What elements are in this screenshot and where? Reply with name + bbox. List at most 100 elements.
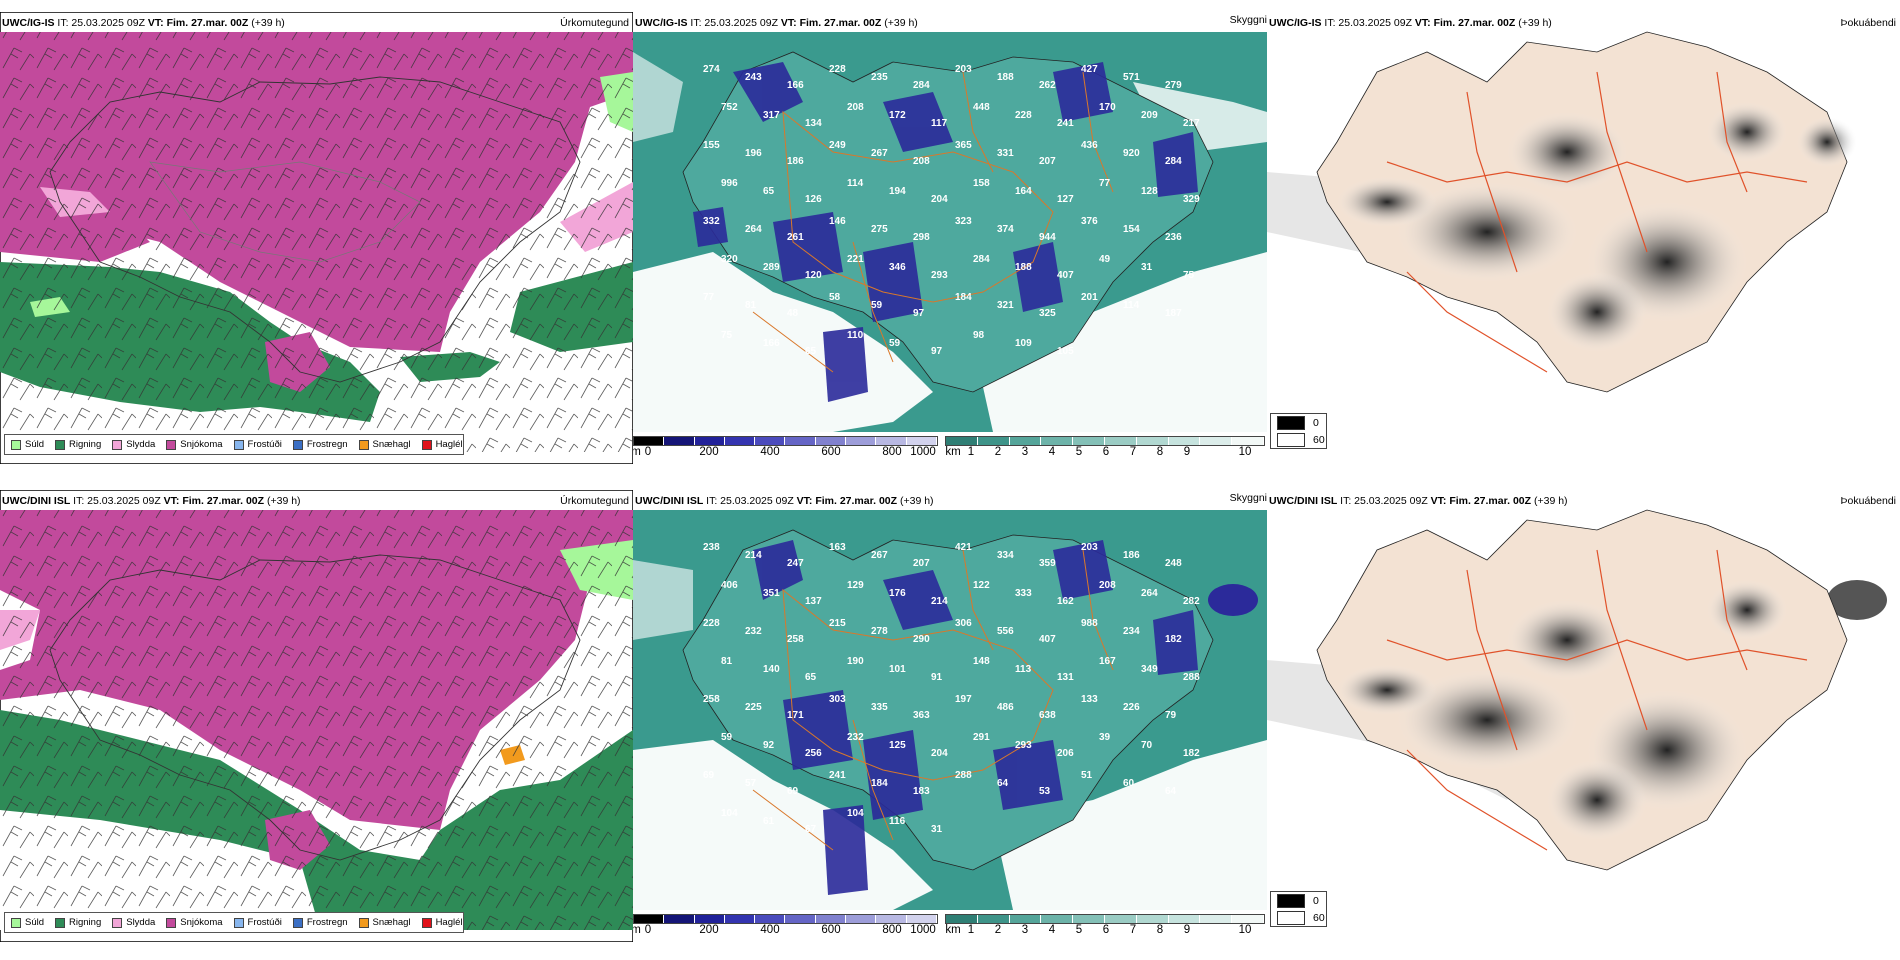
cloud-base-value: 247 <box>787 558 804 569</box>
legend-label: Frostregn <box>306 439 348 450</box>
cloud-base-value: 176 <box>889 588 906 599</box>
row-dini: UWC/DINI ISL IT: 25.03.2025 09Z VT: Fim.… <box>0 490 1900 960</box>
cloud-base-value: 97 <box>931 346 943 357</box>
fog-panel: UWC/IG-IS IT: 25.03.2025 09Z VT: Fim. 27… <box>1267 12 1900 464</box>
panel-right-title: Skyggni <box>1229 14 1267 26</box>
cloud-base-value: 61 <box>763 816 775 827</box>
cloud-base-value: 154 <box>1123 224 1140 235</box>
cloud-base-value: 291 <box>973 732 990 743</box>
cloud-base-value: 31 <box>1141 262 1153 273</box>
cloud-base-value: 69 <box>703 770 715 781</box>
cloud-base-value: 267 <box>871 550 888 561</box>
scale-cell <box>1104 437 1137 445</box>
cloud-base-value: 77 <box>703 292 715 303</box>
precip-legend: Súld Rigning Slydda Snjókoma Frostúði Frostre… <box>4 912 464 933</box>
cloud-base-value: 284 <box>1165 156 1182 167</box>
cloud-base-value: 293 <box>931 270 948 281</box>
scale-cell <box>634 915 665 923</box>
legend-label: Rigning <box>69 917 102 928</box>
cloud-base-value: 436 <box>1081 140 1098 151</box>
cloud-base-value: 204 <box>931 748 948 759</box>
scale-cell <box>1136 437 1169 445</box>
cloud-base-value: 77 <box>1099 178 1111 189</box>
scale-cell <box>664 437 695 445</box>
cloud-base-value: 167 <box>1099 656 1116 667</box>
legend-swatch <box>55 917 66 928</box>
cloud-base-value: 331 <box>997 148 1014 159</box>
scale-cell <box>1168 437 1201 445</box>
cloud-base-value: 70 <box>1141 740 1153 751</box>
cloud-base-value: 258 <box>703 694 720 705</box>
cloud-base-value: 59 <box>871 300 883 311</box>
cloud-base-value: 556 <box>997 626 1014 637</box>
cloud-base-value: 365 <box>955 140 972 151</box>
cloud-base-value: 59 <box>889 338 901 349</box>
cloud-base-value: 79 <box>1165 710 1177 721</box>
cloud-base-value: 264 <box>745 224 762 235</box>
cloud-base-value: 241 <box>1057 118 1074 129</box>
legend-item: Rigning <box>55 917 101 928</box>
cloud-base-value: 374 <box>997 224 1014 235</box>
scale-cell <box>1232 915 1264 923</box>
legend-swatch <box>233 439 244 450</box>
scale-cell <box>1200 437 1233 445</box>
legend-label: Haglél <box>435 439 463 450</box>
legend-label: Rigning <box>69 439 102 450</box>
cloud-base-value: 164 <box>1015 186 1032 197</box>
cloud-base-value: 127 <box>1057 194 1074 205</box>
visibility-map: 238 214 247 163 267 207 421 334 359 203 186 248 406 3… <box>633 510 1267 910</box>
cloud-base-value: 57 <box>745 778 757 789</box>
cloud-base-value: 155 <box>703 140 720 151</box>
cloud-base-value: 120 <box>805 270 822 281</box>
cloud-base-value: 248 <box>1165 558 1182 569</box>
cloud-base-value: 182 <box>1183 748 1200 759</box>
legend-swatch <box>292 439 303 450</box>
cloud-base-value: 329 <box>1183 194 1200 205</box>
cloud-base-value: 197 <box>955 694 972 705</box>
cloud-base-value: 232 <box>847 732 864 743</box>
scale-cell <box>977 915 1010 923</box>
scale-cell <box>846 915 877 923</box>
legend-label: Frostúði <box>247 439 282 450</box>
cloud-base-value: 207 <box>1039 156 1056 167</box>
legend-item: Frostregn <box>292 917 348 928</box>
legend-swatch <box>233 917 244 928</box>
cloud-base-value: 113 <box>1015 664 1032 675</box>
cloud-base-value: 264 <box>1141 588 1158 599</box>
cloud-base-value: 241 <box>829 770 846 781</box>
scale-cell <box>634 437 665 445</box>
cloud-base-value: 228 <box>1015 110 1032 121</box>
legend-label: Frostúði <box>247 917 282 928</box>
visibility-panel: 274 243 166 228 235 284 203 188 262 427 571 279 752 3… <box>633 12 1267 464</box>
row-igis: UWC/IG-IS IT: 25.03.2025 09Z VT: Fim. 27… <box>0 12 1900 482</box>
cloud-base-value: 288 <box>955 770 972 781</box>
cloud-base-value: 226 <box>1123 702 1140 713</box>
cloud-base-value: 122 <box>973 580 990 591</box>
legend-swatch <box>11 439 21 450</box>
cloud-base-value: 75 <box>1183 270 1195 281</box>
cloud-base-value: 275 <box>871 224 888 235</box>
cloud-base-value: 39 <box>1099 732 1111 743</box>
legend-label: Snjókoma <box>180 917 223 928</box>
cloud-base-value: 194 <box>889 186 906 197</box>
legend-item: Slydda <box>112 917 155 928</box>
panel-right-title: Úrkomutegund <box>560 495 629 507</box>
panel-title: UWC/DINI ISL IT: 25.03.2025 09Z VT: Fim.… <box>635 495 934 507</box>
precip-type-map <box>0 490 633 942</box>
cloud-base-value: 293 <box>1015 740 1032 751</box>
cloud-base-value: 363 <box>913 710 930 721</box>
fog-legend: 0 60 <box>1270 891 1327 927</box>
cloud-base-value: 376 <box>1081 216 1098 227</box>
cloud-base-value: 288 <box>1183 672 1200 683</box>
cloud-base-value: 133 <box>1081 694 1098 705</box>
scale-cell <box>977 437 1010 445</box>
cloud-base-value: 349 <box>1141 664 1158 675</box>
legend-item: Rigning <box>55 439 101 450</box>
cloud-base-value: 208 <box>913 156 930 167</box>
cloud-base-value: 126 <box>805 194 822 205</box>
cloud-base-value: 67 <box>805 824 817 835</box>
legend-swatch <box>166 439 177 450</box>
cloud-base-value: 323 <box>955 216 972 227</box>
cloud-base-value: 421 <box>955 542 972 553</box>
cloud-base-value: 284 <box>973 254 990 265</box>
